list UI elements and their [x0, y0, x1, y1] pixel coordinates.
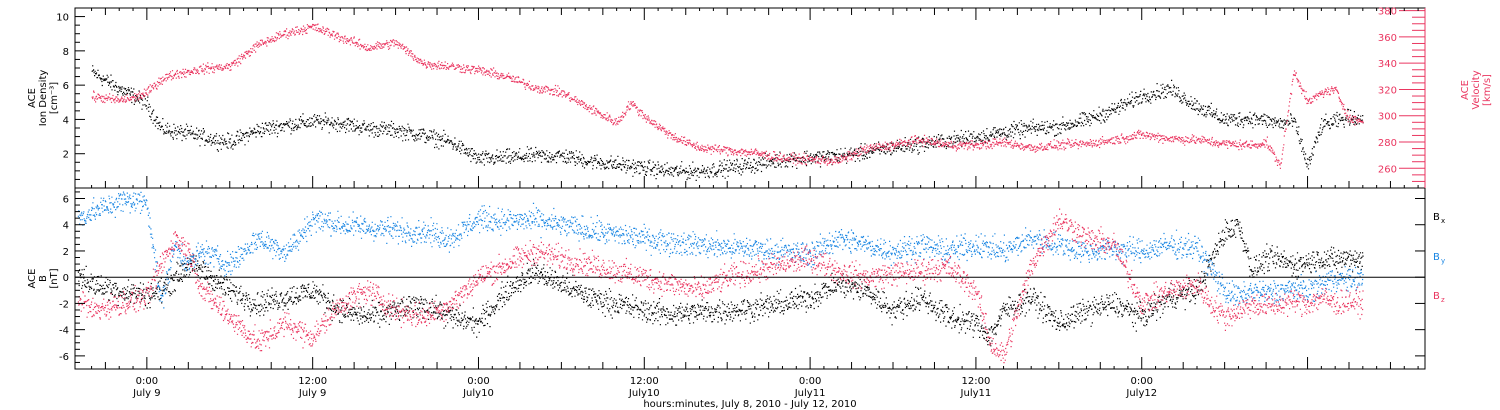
legend-bz: B: [1433, 291, 1440, 302]
velocity-axis-title: ACE Velocity [km/s]: [1460, 70, 1493, 109]
x-tick-date-label: July 9: [298, 388, 327, 399]
x-tick-time-label: 0:00: [467, 376, 489, 387]
x-tick-time-label: 0:00: [1131, 376, 1153, 387]
x-tick-time-label: 0:00: [136, 376, 158, 387]
x-tick-date-label: July10: [462, 388, 494, 399]
x-axis-title: hours:minutes, July 8, 2010 - July 12, 2…: [643, 399, 856, 410]
density-series-0-points: [91, 65, 1364, 181]
b-tick-label: 0: [63, 273, 69, 284]
x-tick-date-label: July11: [794, 388, 826, 399]
density-tick-label: 8: [63, 47, 69, 58]
b-axis-title-line: B: [38, 275, 49, 282]
legend-sub-bx: x: [1441, 217, 1445, 225]
velocity-series-1-points: [91, 23, 1364, 169]
density-axis-title-line: Ion Density: [38, 70, 49, 127]
density-series-0-scatter: [91, 65, 1364, 181]
density-tick-label: 2: [63, 150, 69, 161]
b-tick-label: -2: [59, 299, 69, 310]
x-tick-date-label: July12: [1125, 388, 1157, 399]
velocity-tick-label: 300: [1378, 112, 1397, 123]
top-panel-frame: [74, 7, 1426, 189]
b-tick-label: -4: [59, 326, 69, 337]
b-axis-title: ACE B [nT]: [27, 268, 60, 288]
legend-sub-by: y: [1441, 257, 1445, 265]
b-tick-label: 2: [63, 247, 69, 258]
b-z-series-2-scatter: [77, 208, 1364, 364]
x-tick-date-label: July10: [628, 388, 660, 399]
b-z-series-2-points: [77, 208, 1364, 364]
velocity-tick-label: 360: [1378, 33, 1397, 44]
density-axis-title: ACE Ion Density [cm⁻³]: [27, 70, 60, 127]
b-axis-title-line: [nT]: [49, 268, 60, 288]
density-axis-title-line: ACE: [27, 88, 38, 108]
velocity-axis-title-line: [km/s]: [1482, 74, 1493, 106]
velocity-tick-label: 340: [1378, 59, 1397, 70]
legend-by: B: [1433, 252, 1440, 263]
legend-sub-bz: z: [1441, 296, 1445, 304]
legend-bx: B: [1433, 212, 1440, 223]
x-tick-time-label: 12:00: [962, 376, 991, 387]
b-axis-title-line: ACE: [27, 269, 38, 289]
x-tick-time-label: 0:00: [799, 376, 821, 387]
velocity-tick-label: 280: [1378, 138, 1397, 149]
b-tick-label: 4: [63, 221, 69, 232]
density-axis-title-line: [cm⁻³]: [49, 82, 60, 114]
density-tick-label: 4: [63, 115, 69, 126]
frame-layer: [74, 7, 1426, 370]
x-tick-time-label: 12:00: [298, 376, 327, 387]
density-tick-label: 10: [56, 13, 69, 24]
density-tick-label: 6: [63, 81, 69, 92]
velocity-tick-label: 380: [1378, 7, 1397, 18]
velocity-axis-title-line: ACE: [1460, 80, 1471, 100]
data-layer: [77, 23, 1364, 364]
velocity-axis-title-line: Velocity: [1471, 70, 1482, 109]
x-tick-date-label: July11: [960, 388, 992, 399]
velocity-tick-label: 260: [1378, 164, 1397, 175]
bottom-panel-frame: [74, 187, 1426, 370]
x-tick-time-label: 12:00: [630, 376, 659, 387]
x-tick-date-label: July 9: [132, 388, 161, 399]
text-layer: 2 4 6 8 10 260 280 300 320 340 360 380 -6 -4 -2 0 2 4 6 0:0…: [27, 7, 1493, 410]
b-tick-label: 6: [63, 194, 69, 205]
b-tick-label: -6: [59, 352, 69, 363]
velocity-series-1-scatter: [91, 23, 1364, 169]
velocity-tick-label: 320: [1378, 85, 1397, 96]
